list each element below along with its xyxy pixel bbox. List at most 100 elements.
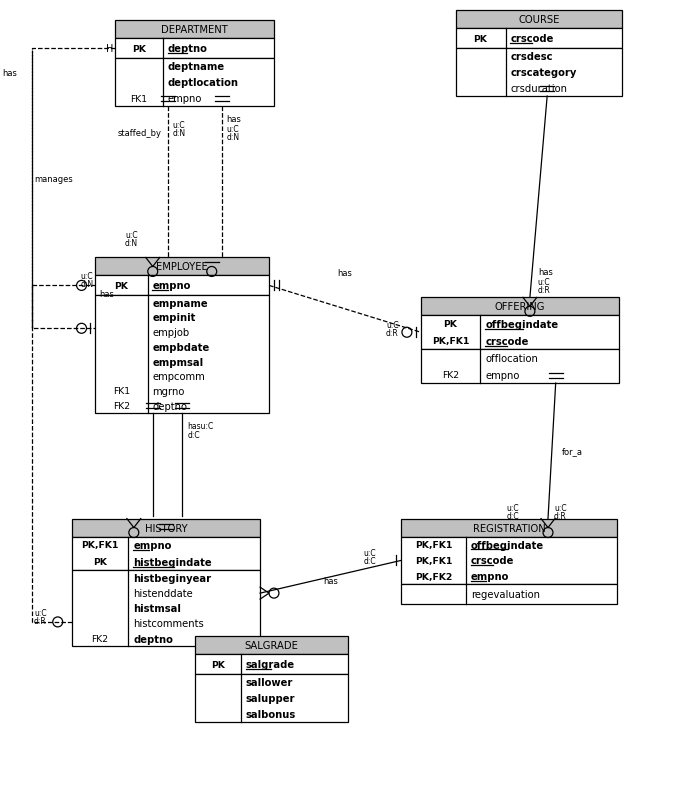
Text: salgrade: salgrade bbox=[246, 659, 295, 669]
Bar bbox=[195, 674, 348, 722]
Text: for_a: for_a bbox=[562, 447, 582, 456]
Text: has: has bbox=[3, 69, 17, 78]
Text: offbegindate: offbegindate bbox=[485, 319, 558, 330]
Bar bbox=[72, 519, 260, 537]
Text: empno: empno bbox=[485, 371, 520, 380]
Text: u:C: u:C bbox=[81, 272, 93, 281]
Text: u:C: u:C bbox=[172, 121, 185, 130]
Text: u:C: u:C bbox=[538, 278, 551, 287]
Bar bbox=[72, 537, 260, 571]
Bar bbox=[455, 49, 622, 97]
Text: histenddate: histenddate bbox=[133, 589, 193, 598]
Text: PK: PK bbox=[93, 557, 107, 567]
Bar bbox=[95, 276, 269, 296]
Text: mgrno: mgrno bbox=[152, 387, 185, 396]
Text: FK1: FK1 bbox=[130, 95, 148, 103]
Text: salupper: salupper bbox=[246, 693, 295, 703]
Text: PK,FK1: PK,FK1 bbox=[415, 541, 452, 549]
Text: histbeginyear: histbeginyear bbox=[133, 573, 211, 583]
Bar bbox=[115, 59, 274, 107]
Text: PK: PK bbox=[473, 34, 487, 43]
Bar bbox=[115, 39, 274, 59]
Text: crsduration: crsduration bbox=[511, 84, 567, 94]
Text: deptlocation: deptlocation bbox=[168, 78, 239, 88]
Text: has: has bbox=[99, 290, 115, 299]
Text: empno: empno bbox=[168, 94, 202, 104]
Text: COURSE: COURSE bbox=[518, 15, 560, 26]
Text: d:R: d:R bbox=[34, 616, 47, 625]
Text: d:C: d:C bbox=[363, 557, 376, 565]
Text: has: has bbox=[538, 268, 553, 277]
Bar bbox=[421, 350, 619, 383]
Text: deptname: deptname bbox=[168, 62, 225, 72]
Text: deptno: deptno bbox=[133, 634, 173, 644]
Text: empjob: empjob bbox=[152, 328, 190, 338]
Text: crscode: crscode bbox=[511, 34, 554, 44]
Text: u:C: u:C bbox=[386, 321, 399, 330]
Text: d:N: d:N bbox=[172, 129, 186, 138]
Text: empno: empno bbox=[471, 572, 509, 581]
Text: d:R: d:R bbox=[538, 286, 551, 295]
Text: PK,FK1: PK,FK1 bbox=[432, 337, 469, 346]
Text: PK: PK bbox=[132, 45, 146, 54]
Text: hasu:C: hasu:C bbox=[187, 421, 213, 431]
Text: DEPARTMENT: DEPARTMENT bbox=[161, 25, 228, 35]
Bar bbox=[72, 571, 260, 646]
Text: d:C: d:C bbox=[187, 431, 200, 439]
Text: d:R: d:R bbox=[386, 329, 399, 338]
Bar bbox=[421, 316, 619, 350]
Text: histcomments: histcomments bbox=[133, 618, 204, 629]
Text: has: has bbox=[323, 577, 338, 585]
Text: crscode: crscode bbox=[471, 556, 514, 565]
Text: d:N: d:N bbox=[226, 133, 239, 142]
Text: has: has bbox=[226, 115, 242, 124]
Text: crscode: crscode bbox=[485, 336, 529, 346]
Text: PK,FK1: PK,FK1 bbox=[81, 541, 119, 550]
Text: histbegindate: histbegindate bbox=[133, 557, 212, 567]
Text: FK1: FK1 bbox=[113, 387, 130, 396]
Text: FK2: FK2 bbox=[442, 371, 459, 379]
Bar bbox=[401, 537, 617, 585]
Text: deptno: deptno bbox=[152, 401, 188, 411]
Text: empinit: empinit bbox=[152, 313, 196, 323]
Text: offbegindate: offbegindate bbox=[471, 540, 544, 550]
Bar bbox=[195, 637, 348, 654]
Text: d:R: d:R bbox=[554, 511, 566, 520]
Text: HISTORY: HISTORY bbox=[144, 523, 187, 533]
Text: PK,FK2: PK,FK2 bbox=[415, 572, 452, 581]
Text: empname: empname bbox=[152, 298, 208, 308]
Text: u:C: u:C bbox=[226, 125, 239, 134]
Bar bbox=[455, 29, 622, 49]
Bar bbox=[115, 22, 274, 39]
Text: sallower: sallower bbox=[246, 677, 293, 687]
Text: offlocation: offlocation bbox=[485, 353, 538, 363]
Text: PK: PK bbox=[115, 282, 128, 290]
Text: u:C: u:C bbox=[34, 608, 46, 618]
Text: empmsal: empmsal bbox=[152, 357, 204, 367]
Bar bbox=[195, 654, 348, 674]
Text: SALGRADE: SALGRADE bbox=[244, 640, 299, 650]
Text: FK2: FK2 bbox=[113, 402, 130, 411]
Text: has: has bbox=[337, 269, 353, 278]
Text: crscategory: crscategory bbox=[511, 68, 577, 78]
Bar bbox=[401, 519, 617, 537]
Text: PK: PK bbox=[444, 320, 457, 329]
Text: PK,FK1: PK,FK1 bbox=[415, 557, 452, 565]
Bar bbox=[455, 11, 622, 29]
Text: deptno: deptno bbox=[168, 44, 208, 55]
Text: u:C: u:C bbox=[125, 230, 137, 239]
Text: REGISTRATION: REGISTRATION bbox=[473, 523, 546, 533]
Text: d:N: d:N bbox=[125, 238, 138, 247]
Bar bbox=[95, 258, 269, 276]
Text: staffed_by: staffed_by bbox=[118, 129, 162, 138]
Text: u:C: u:C bbox=[506, 503, 519, 512]
Text: empbdate: empbdate bbox=[152, 342, 210, 352]
Text: histmsal: histmsal bbox=[133, 604, 181, 614]
Text: u:C: u:C bbox=[363, 549, 376, 557]
Text: salbonus: salbonus bbox=[246, 709, 296, 719]
Text: manages: manages bbox=[34, 175, 72, 184]
Bar bbox=[401, 585, 617, 605]
Text: d:N: d:N bbox=[80, 280, 93, 289]
Text: H: H bbox=[106, 44, 113, 55]
Text: u:C: u:C bbox=[554, 503, 566, 512]
